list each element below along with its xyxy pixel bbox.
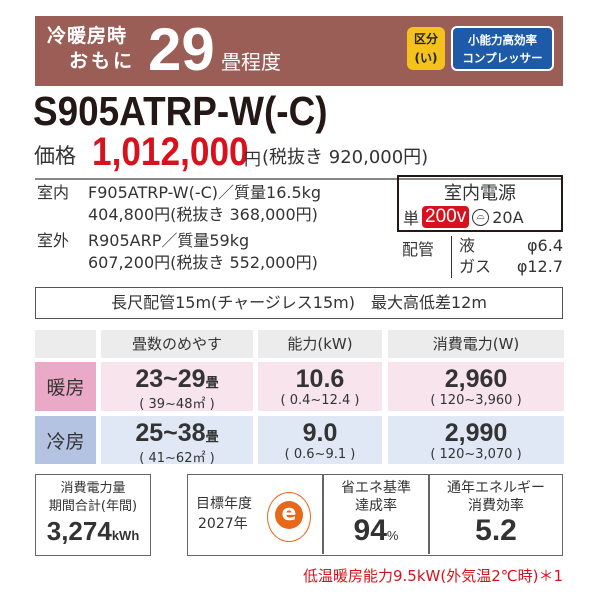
model-number: S905ATRP-W(-C) [33,88,328,134]
banner-tatami: 29 [148,16,215,83]
cooling-capacity: 9.0 [302,419,338,447]
banner-line2: おもに [69,50,136,72]
indoor-label: 室内 [37,183,70,202]
divider [35,178,563,180]
outdoor-model: R905ARP／質量59kg [88,231,250,250]
heating-tatami-unit: 畳 [205,375,219,390]
cooling-power-range: ( 120~3,070 ) [430,447,522,462]
heating-power-cell: 2,960 ( 120~3,960 ) [388,362,564,411]
heating-tatami: 23~29 [135,365,206,393]
power-row: 単 200v ⌓ 20A [403,205,524,229]
row-heating-label: 暖房 [35,362,96,411]
heating-power: 2,960 [444,365,508,393]
cooling-capacity-cell: 9.0 ( 0.6~9.1 ) [258,416,382,464]
target-label: 目標年度 [196,496,252,512]
voltage-badge: 200v [422,206,470,228]
single-phase: 単 [403,209,420,228]
piping-label: 配管 [402,240,435,259]
cooling-area: ( 41~62㎡ ) [139,451,215,466]
cooling-power: 2,990 [444,419,508,447]
compressor-badge: 小能力高効率 コンプレッサー [451,26,554,71]
plug-icon: ⌓ [472,208,490,226]
piping-separator [451,236,452,278]
divider [428,475,430,554]
gas-size: φ12.7 [516,257,563,276]
outdoor-price: 607,200円(税抜き 552,000円) [88,253,318,272]
cooling-tatami: 25~38 [135,419,206,447]
annual-consumption-box: 消費電力量 期間合計(年間) 3,274kWh [35,474,151,556]
heating-area: ( 39~48㎡ ) [139,397,215,412]
price-value: 1,012,000 [92,130,249,174]
indoor-price: 404,800円(税抜き 368,000円) [88,205,318,224]
annual-label2: 期間合計(年間) [48,499,138,514]
outdoor-label: 室外 [37,231,70,250]
heating-capacity-cell: 10.6 ( 0.4~12.4 ) [258,362,382,411]
kubun-l2: (い) [414,51,438,65]
heating-tatami-cell: 23~29畳 ( 39~48㎡ ) [101,362,253,412]
liquid-size: φ6.4 [527,236,563,255]
banner-tatami-unit: 畳程度 [221,50,281,74]
kubun-l1: 区分 [413,32,438,46]
header-capacity: 能力(kW) [258,330,382,358]
header-power: 消費電力(W) [388,330,564,358]
divider [322,475,324,554]
apf-label1: 通年エネルギー [447,480,545,496]
cooling-tatami-unit: 畳 [205,429,219,444]
price-label: 価格 [34,144,76,168]
apf-value: 5.2 [475,514,517,547]
annual-value: 3,274 [46,516,112,546]
capacity-banner: 冷暖房時 おもに 29 畳程度 区分 (い) 小能力高効率 コンプレッサー [35,16,563,86]
price-yen: 円 [244,150,261,170]
target-year: 2027年 [198,516,248,532]
annual-unit: kWh [111,528,140,543]
achievement-value: 94 [353,514,387,547]
eco-logo-icon: e [267,492,311,542]
table-corner [35,330,96,358]
gas-label: ガス [459,257,492,276]
achievement-unit: % [386,528,399,543]
header-tatami: 畳数のめやす [101,330,253,358]
ampere: 20A [492,207,524,227]
indoor-model: F905ATRP-W(-C)／質量16.5kg [88,183,322,202]
cooling-capacity-range: ( 0.6~9.1 ) [284,447,356,462]
achievement-label1: 省エネ基準 [341,480,411,496]
heating-capacity-range: ( 0.4~12.4 ) [280,393,360,408]
liquid-label: 液 [459,236,476,255]
cooling-tatami-cell: 25~38畳 ( 41~62㎡ ) [101,416,253,466]
achievement-label2: 達成率 [355,498,397,514]
comp-l2: コンプレッサー [462,51,543,65]
power-box: 室内電源 単 200v ⌓ 20A [397,175,563,232]
achievement-cell: 省エネ基準 達成率 94% [324,479,428,552]
energy-box: 目標年度 2027年 e 省エネ基準 達成率 94% 通年エネルギー 消費効率 … [187,474,563,556]
kubun-badge: 区分 (い) [407,27,445,70]
comp-l1: 小能力高効率 [468,33,537,47]
long-piping-info: 長尺配管15m(チャージレス15m) 最大高低差12m [35,287,563,319]
apf-cell: 通年エネルギー 消費効率 5.2 [430,479,562,547]
annual-label1: 消費電力量 [60,481,126,496]
apf-label2: 消費効率 [468,498,524,514]
footnote: 低温暖房能力9.5kW(外気温2℃時)＊1 [302,567,563,585]
row-cooling-label: 冷房 [35,416,96,464]
cooling-power-cell: 2,990 ( 120~3,070 ) [388,416,564,464]
price-tax-excl: (税抜き 920,000円) [262,147,429,168]
heating-capacity: 10.6 [295,365,345,393]
heating-power-range: ( 120~3,960 ) [430,393,522,408]
banner-line1: 冷暖房時 [47,25,128,47]
power-title: 室内電源 [444,183,516,204]
